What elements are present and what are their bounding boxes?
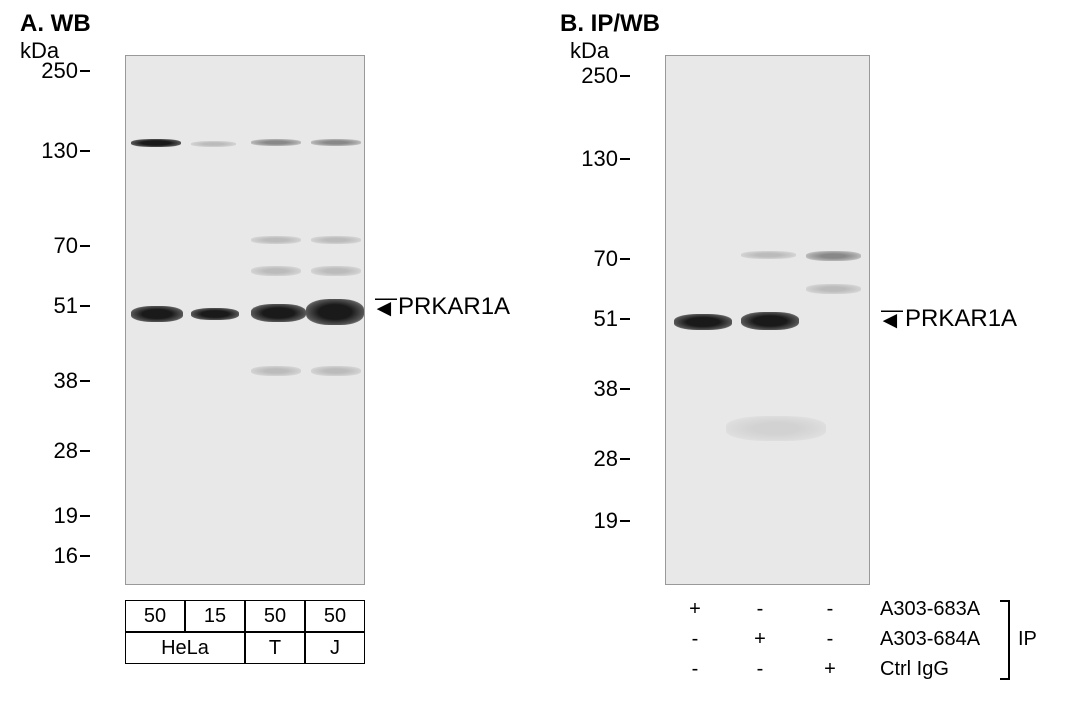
tick-a-7: 16 <box>30 543 78 569</box>
tick-mark-a-3 <box>80 305 90 307</box>
band-b-main-1 <box>674 314 732 330</box>
tick-mark-b-4 <box>620 388 630 390</box>
band-a-low-3 <box>251 366 301 376</box>
ip-1-0: - <box>680 628 710 651</box>
ip-1-2: - <box>815 628 845 651</box>
band-b-58-3 <box>806 284 861 294</box>
ip-0-0: + <box>680 598 710 621</box>
band-b-70-3 <box>806 251 861 261</box>
tick-mark-a-4 <box>80 380 90 382</box>
lane-a-bot-0: HeLa <box>125 632 245 664</box>
lane-a-bot-1: T <box>245 632 305 664</box>
ip-bracket <box>1000 600 1010 680</box>
band-a-58-3 <box>251 266 301 276</box>
blot-b <box>665 55 870 585</box>
ip-0-1: - <box>745 598 775 621</box>
protein-a: PRKAR1A <box>398 293 510 321</box>
tick-mark-a-1 <box>80 150 90 152</box>
band-b-70-2 <box>741 251 796 259</box>
tick-mark-b-1 <box>620 158 630 160</box>
band-a-main-3 <box>251 304 306 322</box>
band-a-130-1 <box>131 139 181 147</box>
ip-2-0: - <box>680 658 710 681</box>
band-a-main-2 <box>191 308 239 320</box>
ip-2-1: - <box>745 658 775 681</box>
tick-a-4: 38 <box>30 368 78 394</box>
band-a-130-4 <box>311 139 361 146</box>
tick-b-0: 250 <box>570 63 618 89</box>
tick-mark-b-0 <box>620 75 630 77</box>
blot-a <box>125 55 365 585</box>
band-a-130-2 <box>191 141 236 147</box>
tick-mark-b-5 <box>620 458 630 460</box>
tick-mark-a-2 <box>80 245 90 247</box>
protein-b: PRKAR1A <box>905 305 1017 333</box>
tick-b-5: 28 <box>570 446 618 472</box>
tick-mark-a-5 <box>80 450 90 452</box>
panel-b-kda: kDa <box>570 38 609 64</box>
panel-a-title: A. WB <box>20 10 91 38</box>
tick-a-1: 130 <box>30 138 78 164</box>
band-a-main-4 <box>306 299 364 325</box>
ip-label-0: A303-683A <box>880 598 980 621</box>
ip-main-label: IP <box>1018 628 1037 651</box>
band-a-low-4 <box>311 366 361 376</box>
panel-b: B. IP/WB kDa 250 130 70 51 38 28 19 ◄ — … <box>560 10 1080 710</box>
tick-a-5: 28 <box>30 438 78 464</box>
ip-2-2: + <box>815 658 845 681</box>
lane-a-top-2: 50 <box>245 600 305 632</box>
tick-b-6: 19 <box>570 508 618 534</box>
band-b-low <box>726 416 826 441</box>
lane-a-top-1: 15 <box>185 600 245 632</box>
arrow-a-dash: — <box>375 285 397 311</box>
tick-b-3: 51 <box>570 306 618 332</box>
tick-a-2: 70 <box>30 233 78 259</box>
tick-mark-b-6 <box>620 520 630 522</box>
band-a-130-3 <box>251 139 301 146</box>
tick-b-2: 70 <box>570 246 618 272</box>
band-b-main-2 <box>741 312 799 330</box>
tick-a-6: 19 <box>30 503 78 529</box>
tick-mark-b-2 <box>620 258 630 260</box>
band-a-main-1 <box>131 306 183 322</box>
tick-b-1: 130 <box>570 146 618 172</box>
arrow-b-dash: — <box>881 297 903 323</box>
band-a-65-4 <box>311 236 361 244</box>
band-a-65-3 <box>251 236 301 244</box>
ip-label-2: Ctrl IgG <box>880 658 949 681</box>
ip-0-2: - <box>815 598 845 621</box>
tick-b-4: 38 <box>570 376 618 402</box>
lane-a-top-0: 50 <box>125 600 185 632</box>
tick-mark-a-0 <box>80 70 90 72</box>
lane-a-top-3: 50 <box>305 600 365 632</box>
panel-b-title: B. IP/WB <box>560 10 660 38</box>
lane-a-bot-2: J <box>305 632 365 664</box>
band-a-58-4 <box>311 266 361 276</box>
tick-mark-a-6 <box>80 515 90 517</box>
tick-mark-a-7 <box>80 555 90 557</box>
ip-label-1: A303-684A <box>880 628 980 651</box>
ip-1-1: + <box>745 628 775 651</box>
tick-a-3: 51 <box>30 293 78 319</box>
tick-mark-b-3 <box>620 318 630 320</box>
tick-a-0: 250 <box>30 58 78 84</box>
panel-a: A. WB kDa 250 130 70 51 38 28 19 16 ◄ — … <box>20 10 520 710</box>
